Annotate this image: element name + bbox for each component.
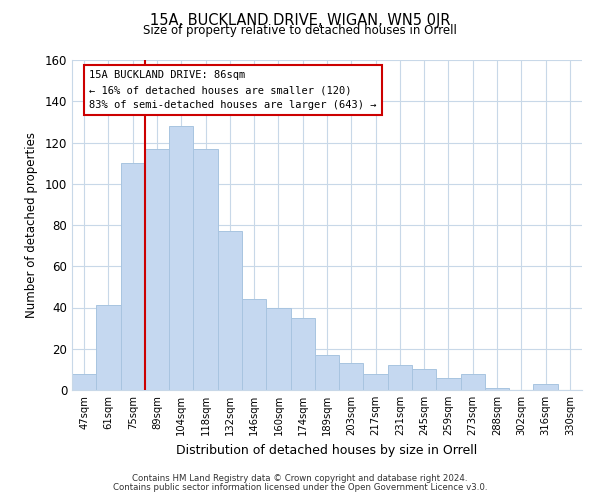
Bar [218,231,242,390]
Bar [193,148,218,390]
Bar [145,148,169,390]
Bar [364,374,388,390]
Bar [436,378,461,390]
Text: 15A BUCKLAND DRIVE: 86sqm
← 16% of detached houses are smaller (120)
83% of semi: 15A BUCKLAND DRIVE: 86sqm ← 16% of detac… [89,70,377,110]
Bar [533,384,558,390]
Bar [315,355,339,390]
Y-axis label: Number of detached properties: Number of detached properties [25,132,38,318]
Bar [290,318,315,390]
Text: Contains public sector information licensed under the Open Government Licence v3: Contains public sector information licen… [113,483,487,492]
Text: 15A, BUCKLAND DRIVE, WIGAN, WN5 0JR: 15A, BUCKLAND DRIVE, WIGAN, WN5 0JR [150,12,450,28]
Bar [388,365,412,390]
Bar [485,388,509,390]
X-axis label: Distribution of detached houses by size in Orrell: Distribution of detached houses by size … [176,444,478,456]
Bar [121,163,145,390]
Bar [266,308,290,390]
Bar [242,299,266,390]
Text: Size of property relative to detached houses in Orrell: Size of property relative to detached ho… [143,24,457,37]
Bar [169,126,193,390]
Bar [461,374,485,390]
Bar [96,306,121,390]
Bar [339,363,364,390]
Bar [412,370,436,390]
Bar [72,374,96,390]
Text: Contains HM Land Registry data © Crown copyright and database right 2024.: Contains HM Land Registry data © Crown c… [132,474,468,483]
